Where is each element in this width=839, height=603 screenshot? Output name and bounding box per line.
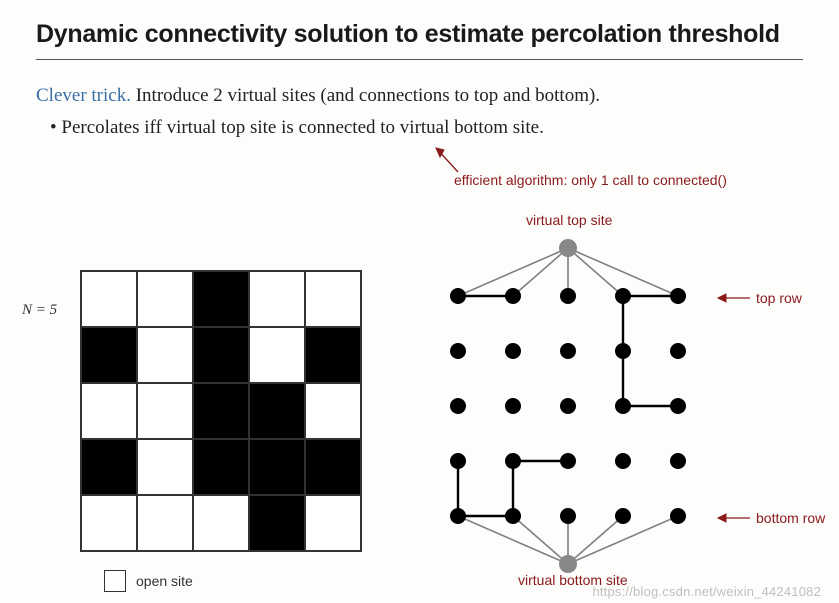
- network-node: [505, 398, 521, 414]
- network-node: [560, 288, 576, 304]
- grid-cell: [81, 495, 137, 551]
- grid-cell: [193, 439, 249, 495]
- grid-cell: [193, 383, 249, 439]
- network-node: [615, 343, 631, 359]
- grid-cell: [305, 271, 361, 327]
- label-virtual-top: virtual top site: [526, 212, 612, 228]
- network-node: [505, 508, 521, 524]
- grid-cell: [305, 439, 361, 495]
- network-node: [505, 343, 521, 359]
- grid-cell: [249, 439, 305, 495]
- grid-cell: [193, 327, 249, 383]
- callout-efficient: efficient algorithm: only 1 call to conn…: [454, 172, 727, 188]
- arrow-bottom-row-icon: [712, 508, 752, 528]
- n-label: N = 5: [22, 302, 57, 319]
- intro-rest: Introduce 2 virtual sites (and connectio…: [131, 85, 600, 106]
- bullet-line: Percolates iff virtual top site is conne…: [50, 114, 803, 142]
- network-node: [670, 453, 686, 469]
- network-node: [670, 288, 686, 304]
- grid-cell: [305, 383, 361, 439]
- label-top-row: top row: [756, 290, 802, 306]
- network-node: [560, 398, 576, 414]
- percolation-grid: [80, 270, 362, 552]
- network-edge: [568, 516, 623, 564]
- grid-cell: [137, 439, 193, 495]
- network-node: [670, 508, 686, 524]
- network-node: [615, 398, 631, 414]
- grid-cell: [193, 271, 249, 327]
- network-node: [505, 453, 521, 469]
- grid-cell: [137, 383, 193, 439]
- network-edge: [513, 248, 568, 296]
- network-edge: [568, 248, 623, 296]
- grid-cell: [249, 327, 305, 383]
- grid-cell: [249, 383, 305, 439]
- grid-cell: [249, 271, 305, 327]
- network-node: [670, 343, 686, 359]
- legend-label-open: open site: [136, 573, 193, 589]
- network-node: [615, 508, 631, 524]
- grid-cell: [81, 383, 137, 439]
- title-divider: [36, 59, 803, 60]
- grid-cell: [81, 439, 137, 495]
- network-node: [560, 508, 576, 524]
- network-node: [450, 453, 466, 469]
- network-node: [615, 453, 631, 469]
- network-node: [505, 288, 521, 304]
- network-node: [670, 398, 686, 414]
- label-bottom-row: bottom row: [756, 510, 825, 526]
- network-node: [559, 555, 577, 573]
- network-node: [450, 343, 466, 359]
- page-title: Dynamic connectivity solution to estimat…: [36, 20, 803, 49]
- slide: Dynamic connectivity solution to estimat…: [0, 0, 839, 603]
- network-node: [560, 343, 576, 359]
- grid-cell: [137, 271, 193, 327]
- grid-cell: [137, 495, 193, 551]
- legend-swatch-open: [104, 570, 126, 592]
- grid-cell: [81, 271, 137, 327]
- network-node: [450, 288, 466, 304]
- network-node: [560, 453, 576, 469]
- network-diagram: virtual top site virtual bottom site: [428, 218, 728, 588]
- watermark: https://blog.csdn.net/weixin_44241082: [592, 584, 821, 599]
- network-node: [450, 508, 466, 524]
- grid-cell: [137, 327, 193, 383]
- network-edge: [513, 516, 568, 564]
- network-node: [615, 288, 631, 304]
- grid-cell: [249, 495, 305, 551]
- grid-cell: [193, 495, 249, 551]
- legend-open-site: open site: [104, 570, 193, 592]
- grid-cell: [81, 327, 137, 383]
- intro-line: Clever trick. Introduce 2 virtual sites …: [36, 82, 803, 110]
- intro-prefix: Clever trick.: [36, 85, 131, 106]
- arrow-top-row-icon: [712, 288, 752, 308]
- grid-cell: [305, 495, 361, 551]
- network-node: [450, 398, 466, 414]
- network-node: [559, 239, 577, 257]
- grid-cell: [305, 327, 361, 383]
